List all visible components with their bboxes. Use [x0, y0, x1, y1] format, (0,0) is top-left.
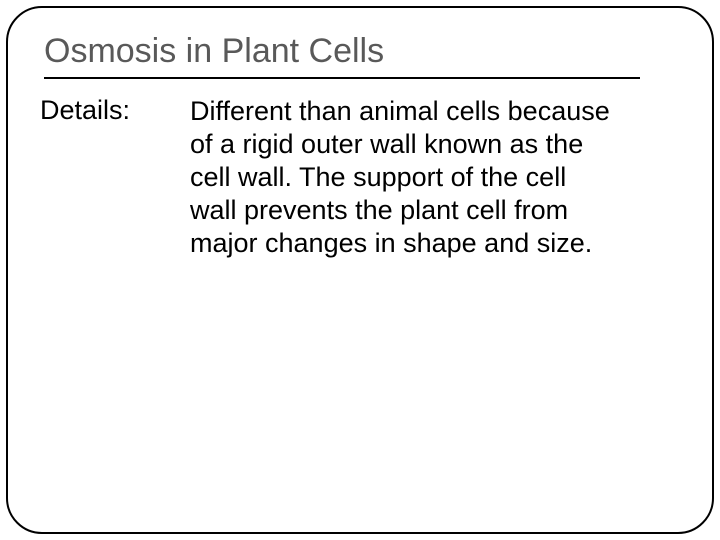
content-row: Details: Different than animal cells bec…: [40, 95, 680, 260]
slide-title: Osmosis in Plant Cells: [44, 32, 640, 79]
details-body: Different than animal cells because of a…: [190, 95, 610, 260]
slide-frame: Osmosis in Plant Cells Details: Differen…: [6, 6, 714, 534]
details-label: Details:: [40, 95, 190, 126]
